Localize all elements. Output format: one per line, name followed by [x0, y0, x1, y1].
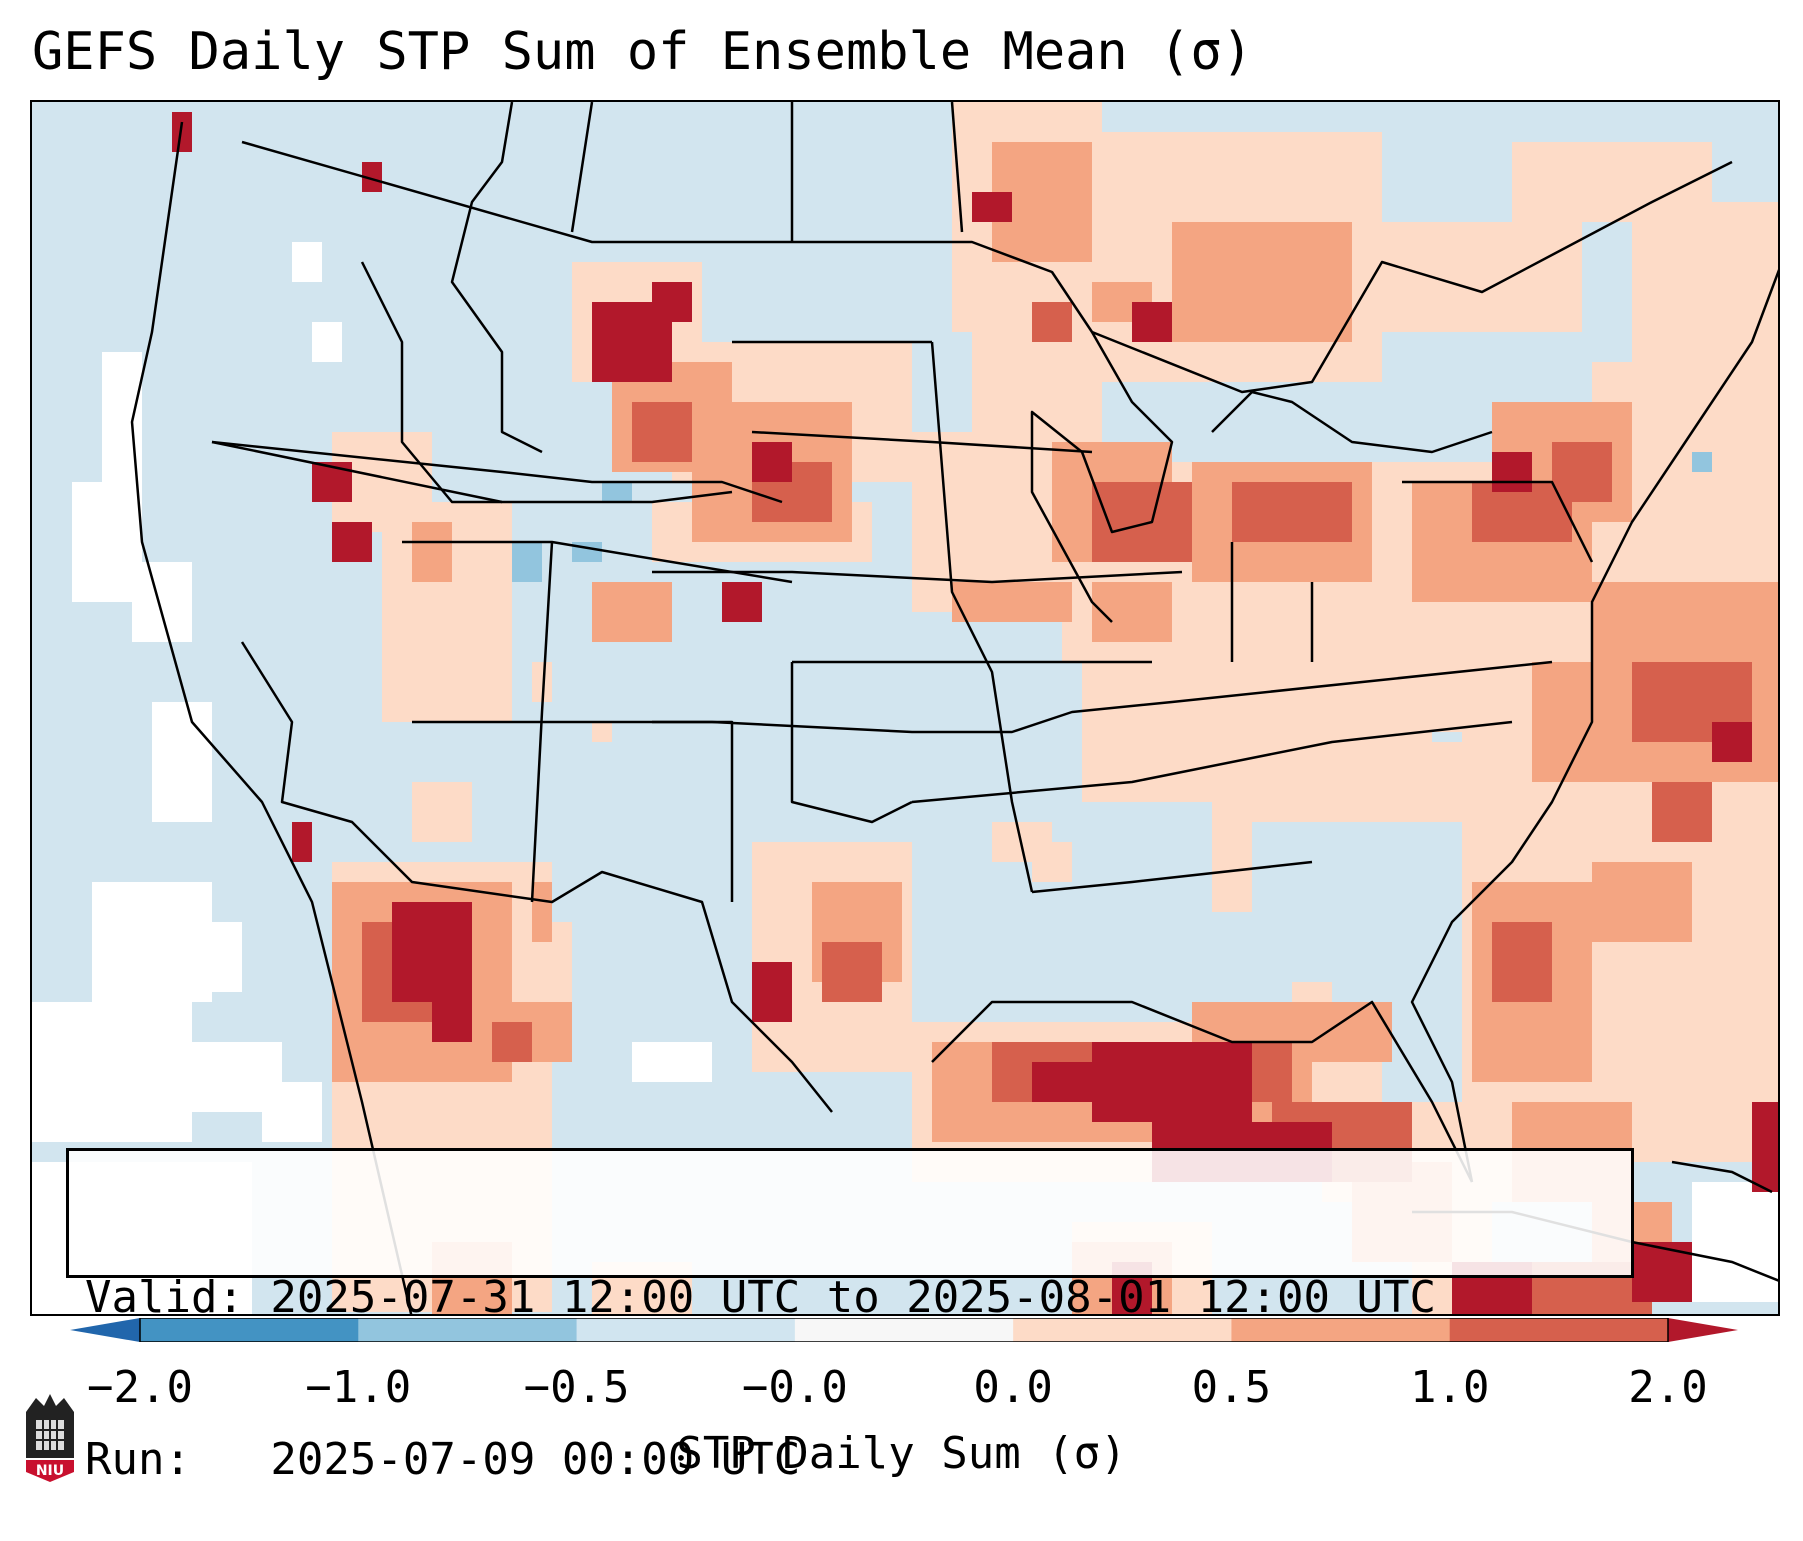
state-line-pennsylvania — [1402, 480, 1594, 563]
atlantic-coastline — [1410, 269, 1778, 1183]
gulf-coastline — [931, 1000, 1474, 1183]
state-line-central-south — [412, 660, 1553, 734]
boundaries — [130, 102, 1778, 1314]
mississippi-river — [930, 341, 1034, 893]
us-mexico-border — [240, 641, 833, 1113]
state-line-tennessee — [911, 720, 1513, 804]
colorbar-bin — [140, 1318, 359, 1342]
map-panel — [30, 100, 1780, 1316]
negative-cells — [512, 452, 1712, 582]
colorbar-bin — [1013, 1318, 1232, 1342]
tick-label: −0.5 — [523, 1362, 630, 1413]
colorbar-extend-high — [1668, 1318, 1738, 1342]
colorbar-bin — [1231, 1318, 1451, 1342]
shield-icon — [26, 1460, 74, 1482]
colorbar-bin — [1449, 1318, 1669, 1342]
tick-label: 2.0 — [1628, 1362, 1708, 1413]
colorbar-bin — [576, 1318, 796, 1342]
colorbar-label: STP Daily Sum (σ) — [676, 1428, 1127, 1479]
colorbar-outline — [139, 1318, 1669, 1342]
state-line-arizona-nm — [530, 541, 554, 903]
lake-erie-ontario-shore — [1211, 390, 1493, 454]
niu-logo: NIU — [26, 1394, 74, 1482]
state-line-nebraska — [652, 570, 1183, 584]
colorbar-ticks: −2.0 −1.0 −0.5 −0.0 0.0 0.5 1.0 2.0 — [0, 1362, 1803, 1413]
run-time-line: Run: 2025-07-09 00:00 UTC — [85, 1434, 801, 1485]
state-line-oregon-north — [211, 440, 783, 504]
pacific-coastline — [130, 121, 413, 1314]
idaho-border — [360, 261, 502, 504]
montana-west — [450, 102, 543, 454]
valid-time-line: Valid: 2025-07-31 12:00 UTC to 2025-08-0… — [85, 1272, 1437, 1323]
colorbar-bin — [794, 1318, 1014, 1342]
tick-label: 1.0 — [1409, 1362, 1490, 1413]
tick-label: −0.0 — [741, 1362, 848, 1413]
colorbar-bin — [358, 1318, 578, 1342]
tick-label: 0.0 — [973, 1362, 1053, 1413]
state-line-oklahoma — [790, 662, 913, 824]
state-line-gulf-states — [1031, 860, 1313, 894]
colorbar — [70, 1318, 1738, 1342]
state-line-nevada-north — [211, 440, 733, 504]
map-svg — [32, 102, 1778, 1314]
state-line-minnesota — [950, 102, 964, 233]
colorbar-extend-low — [70, 1318, 140, 1342]
valid-run-infobox: Valid: 2025-07-31 12:00 UTC to 2025-08-0… — [66, 1148, 1634, 1485]
state-line-nm-texas — [652, 720, 734, 902]
tick-label: −2.0 — [87, 1362, 193, 1413]
tick-label: 0.5 — [1191, 1362, 1272, 1413]
tick-label: −1.0 — [305, 1362, 412, 1413]
state-line-montana-east — [570, 102, 594, 233]
canada-border — [241, 140, 1733, 394]
great-lakes-shore — [1030, 331, 1174, 623]
chart-title: GEFS Daily STP Sum of Ensemble Mean (σ) — [32, 22, 1253, 82]
state-line-dakotas — [751, 430, 1093, 454]
logo-text: NIU — [36, 1463, 64, 1479]
